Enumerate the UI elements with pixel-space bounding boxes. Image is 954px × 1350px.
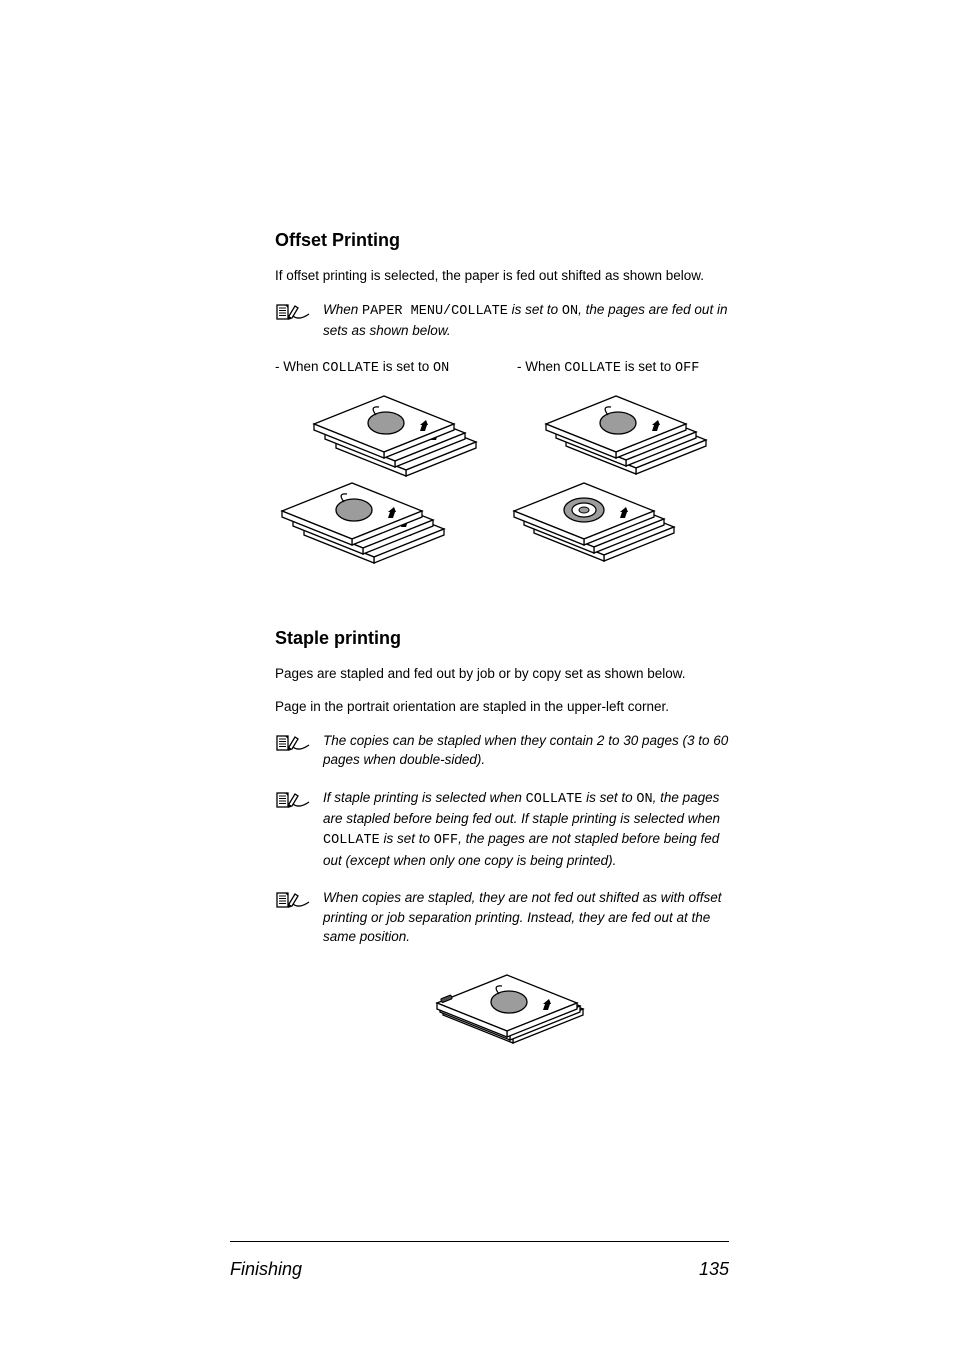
- collate-off-label: - When COLLATE is set to OFF: [497, 359, 739, 376]
- staple-printing-heading: Staple printing: [275, 628, 739, 649]
- collate-labels-row: - When COLLATE is set to ON - When COLLA…: [275, 359, 739, 376]
- staple-note3: When copies are stapled, they are not fe…: [275, 888, 739, 947]
- footer-label: Finishing: [230, 1259, 302, 1280]
- staple-note1-text: The copies can be stapled when they cont…: [323, 731, 739, 770]
- footer-divider: [230, 1241, 729, 1242]
- staple-note2: If staple printing is selected when COLL…: [275, 788, 739, 870]
- page-footer: Finishing 135: [230, 1259, 729, 1280]
- note-icon: [275, 302, 311, 327]
- staple-note3-text: When copies are stapled, they are not fe…: [323, 888, 739, 947]
- note-icon: [275, 890, 311, 915]
- staple-note1: The copies can be stapled when they cont…: [275, 731, 739, 770]
- offset-note: When PAPER MENU/COLLATE is set to ON, th…: [275, 300, 739, 341]
- staple-note2-text: If staple printing is selected when COLL…: [323, 788, 739, 870]
- footer-page-number: 135: [699, 1259, 729, 1280]
- staple-intro2: Page in the portrait orientation are sta…: [275, 698, 739, 717]
- collate-diagrams: [275, 388, 739, 588]
- note-icon: [275, 790, 311, 815]
- collate-on-label: - When COLLATE is set to ON: [275, 359, 497, 376]
- staple-intro1: Pages are stapled and fed out by job or …: [275, 665, 739, 684]
- offset-intro-text: If offset printing is selected, the pape…: [275, 267, 739, 286]
- offset-printing-heading: Offset Printing: [275, 230, 739, 251]
- note-icon: [275, 733, 311, 758]
- offset-note-text: When PAPER MENU/COLLATE is set to ON, th…: [323, 300, 739, 341]
- staple-diagram: [275, 965, 739, 1055]
- collate-off-diagram: [508, 388, 738, 588]
- collate-on-diagram: [276, 388, 506, 588]
